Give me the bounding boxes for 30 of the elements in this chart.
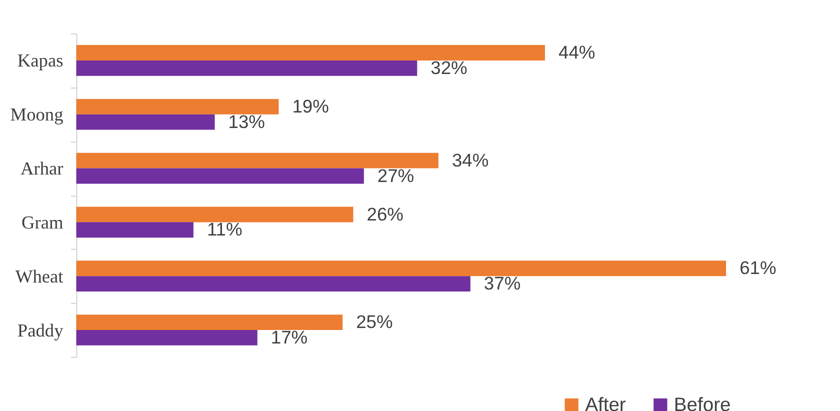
data-label: 26% — [366, 203, 404, 224]
bar — [76, 222, 194, 238]
data-label: 32% — [430, 56, 468, 78]
y-tick-label: Gram — [22, 212, 64, 232]
bar — [76, 330, 258, 346]
y-tick-label: Arhar — [20, 158, 64, 179]
bar — [76, 206, 354, 222]
y-tick-label: Kapas — [17, 50, 64, 71]
data-label: 17% — [270, 326, 308, 348]
bar — [76, 168, 364, 184]
bar — [76, 114, 215, 130]
bar — [76, 152, 438, 168]
bar — [76, 260, 726, 276]
y-tick-label: Wheat — [15, 266, 64, 286]
bar — [76, 98, 279, 114]
data-label: 25% — [356, 311, 393, 332]
data-label: 44% — [558, 42, 596, 63]
data-label: 11% — [206, 218, 242, 240]
y-tick-label: Paddy — [17, 320, 64, 340]
bar — [76, 60, 418, 76]
data-label: 37% — [484, 272, 521, 294]
data-label: 34% — [452, 149, 489, 170]
bar — [76, 314, 343, 330]
bar — [76, 276, 470, 292]
data-label: 19% — [292, 95, 329, 116]
bar — [76, 45, 545, 60]
data-label: 27% — [377, 164, 414, 186]
data-label: 13% — [228, 110, 265, 132]
y-tick-label: Moong — [10, 104, 64, 125]
data-label: 61% — [740, 257, 776, 278]
